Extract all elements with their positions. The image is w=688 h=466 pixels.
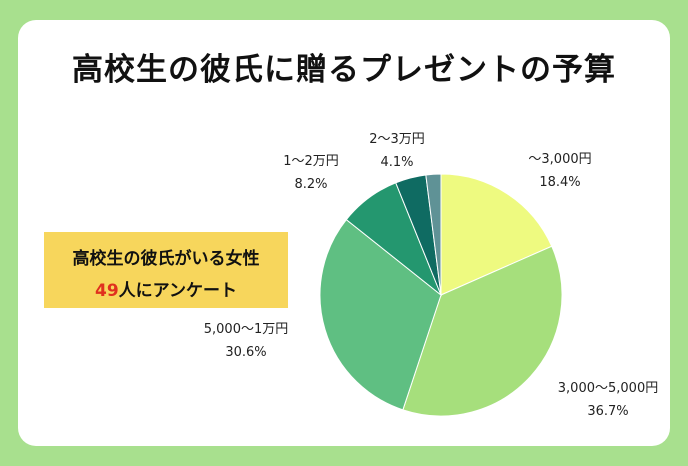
slice-value-0: 18.4% bbox=[539, 175, 580, 190]
survey-count: 49 bbox=[95, 281, 119, 301]
pie-slice-2 bbox=[319, 218, 442, 411]
slice-label-3: 1〜2万円 bbox=[283, 154, 339, 169]
slice-label-0: 〜3,000円 bbox=[528, 152, 591, 167]
survey-count-line: 49人にアンケート bbox=[44, 276, 288, 301]
slice-value-4: 4.1% bbox=[380, 155, 413, 170]
slice-label-4: 2〜3万円 bbox=[369, 132, 425, 147]
slice-value-2: 30.6% bbox=[225, 345, 266, 360]
slice-value-1: 36.7% bbox=[587, 404, 628, 419]
page-title: 高校生の彼氏に贈るプレゼントの予算 bbox=[72, 52, 616, 88]
slice-value-3: 8.2% bbox=[294, 177, 327, 192]
slice-label-2: 5,000〜1万円 bbox=[204, 322, 289, 337]
pie-slice-0 bbox=[440, 173, 553, 296]
pie-slice-1 bbox=[402, 245, 563, 417]
pie-slice-5 bbox=[425, 173, 442, 296]
survey-info-box: 高校生の彼氏がいる女性 49人にアンケート bbox=[44, 232, 288, 308]
slice-label-1: 3,000〜5,000円 bbox=[558, 381, 658, 396]
survey-respondents-label: 高校生の彼氏がいる女性 bbox=[72, 249, 260, 269]
pie-slices bbox=[319, 173, 563, 417]
survey-count-suffix: 人にアンケート bbox=[118, 281, 237, 301]
